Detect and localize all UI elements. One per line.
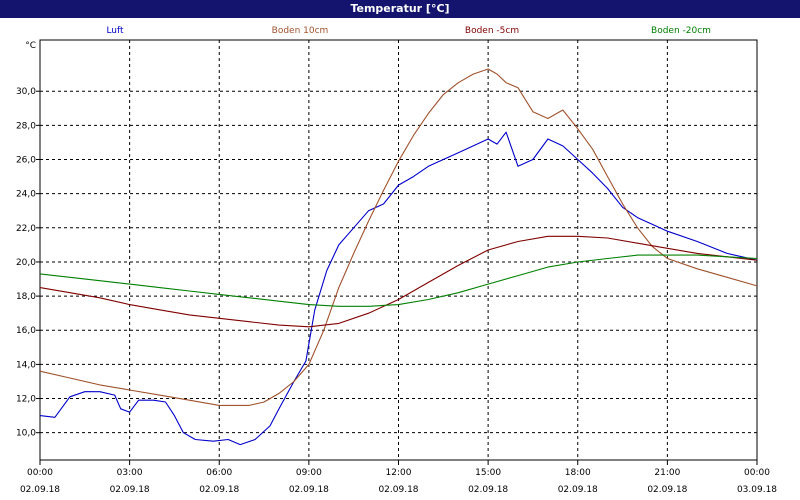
y-tick-label: 28,0 [16,121,36,131]
x-tick-date-label: 03.09.18 [737,485,777,495]
axes: 10,0 12,0 14,0 16,0 18,0 20,0 22,0 24,0 26,0 28,0… [16,39,777,495]
legend-entry: Boden 10cm [272,26,329,36]
y-tick-label: 14,0 [16,360,36,370]
plot-frame [39,39,758,461]
x-tick-date-label: 02.09.18 [199,485,239,495]
series-line-boden-5cm [39,235,758,328]
legend-entry: Boden -5cm [465,26,519,36]
series-line-boden-10cm [39,68,758,406]
x-tick-label: 06:00 [206,468,232,478]
y-tick-label: 20,0 [16,258,36,268]
x-tick-date-label: 02.09.18 [558,485,598,495]
x-tick-date-label: 02.09.18 [20,485,60,495]
legend-entry: Boden -20cm [651,26,711,36]
y-tick-label: 26,0 [16,156,36,166]
y-tick-label: 24,0 [16,190,36,200]
x-tick-label: 03:00 [117,468,143,478]
series-line-luft [39,131,758,446]
y-tick-label: 10,0 [16,429,36,439]
x-tick-date-label: 02.09.18 [289,485,329,495]
x-tick-label: 15:00 [475,468,501,478]
y-tick-label: 30,0 [16,87,36,97]
grid-lines [40,40,757,460]
x-tick-label: 09:00 [296,468,322,478]
x-tick-date-label: 02.09.18 [110,485,150,495]
temperature-chart: 10,0 12,0 14,0 16,0 18,0 20,0 22,0 24,0 26,0 28,0… [16,26,777,495]
legend: Luft Boden 10cm Boden -5cm Boden -20cm [106,26,711,36]
legend-entry: Luft [106,26,124,36]
y-tick-label: 22,0 [16,224,36,234]
x-tick-label: 00:00 [744,468,770,478]
y-tick-label: 16,0 [16,326,36,336]
x-tick-label: 21:00 [654,468,680,478]
y-unit-label: °C [25,41,36,51]
x-tick-date-label: 02.09.18 [468,485,508,495]
x-tick-label: 00:00 [27,468,53,478]
x-tick-label: 18:00 [565,468,591,478]
data-series [39,68,758,446]
y-tick-label: 18,0 [16,292,36,302]
y-tick-label: 12,0 [16,395,36,405]
series-line-boden-20cm [39,254,758,307]
x-tick-date-label: 02.09.18 [647,485,687,495]
x-tick-date-label: 02.09.18 [378,485,418,495]
x-tick-label: 12:00 [386,468,412,478]
chart-title: Temperatur [°C] [0,0,800,18]
